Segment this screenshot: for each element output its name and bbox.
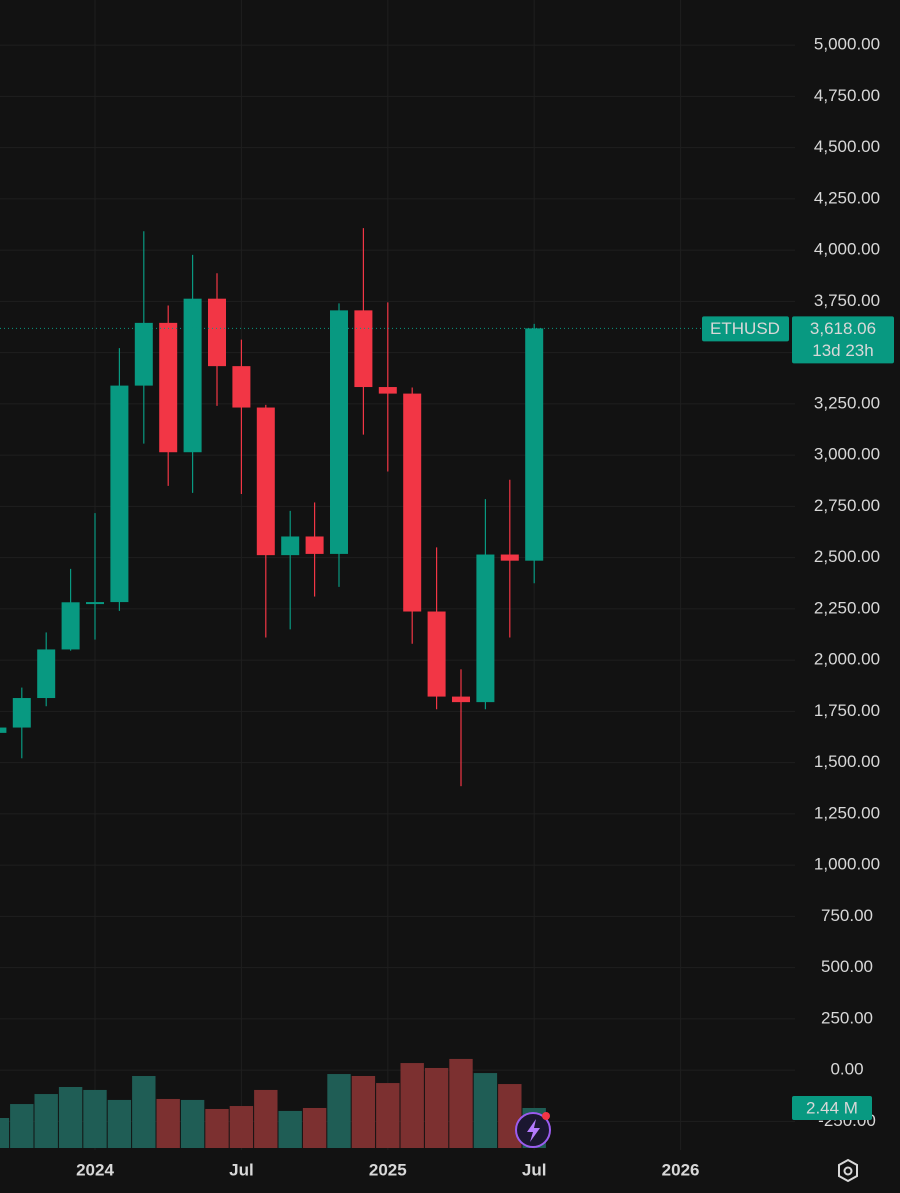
volume-bar [34,1094,58,1148]
y-tick-label: 2,500.00 [814,547,880,566]
candle-body [354,310,373,388]
candle-body [452,696,470,703]
x-tick-label: 2025 [369,1160,407,1179]
volume-bar [0,1117,10,1148]
y-tick-label: 750.00 [821,906,873,925]
volume-bar [205,1108,229,1148]
volume-bar [278,1110,302,1148]
volume-value-label: 2.44 M [806,1098,858,1117]
volume-badge [792,1095,872,1120]
x-tick-label: 2026 [662,1160,700,1179]
price-labels: ETHUSD 3,618.06 13d 23h 2.44 M [0,316,894,1120]
y-tick-label: 2,000.00 [814,650,880,669]
x-tick-label: Jul [229,1160,254,1179]
volume-bar [449,1058,473,1148]
candle-body [403,393,422,612]
candle-body [183,298,202,453]
y-tick-label: 4,500.00 [814,137,880,156]
grid [0,0,795,1150]
y-tick-label: 4,000.00 [814,240,880,259]
volume-bar [180,1099,205,1148]
volume-pane [0,1058,546,1148]
candle-body [525,328,544,561]
volume-bar [229,1106,254,1148]
candle-body [134,322,153,386]
volume-bar [254,1089,278,1148]
candle-body [330,310,348,554]
candle-body [500,554,519,561]
y-tick-label: 4,750.00 [814,86,880,105]
candles [0,228,544,787]
candle-body [0,727,7,733]
symbol-badge [702,316,789,342]
last-price-label: 3,618.06 [810,319,876,338]
x-tick-label: 2024 [76,1160,114,1179]
candle-body [427,611,446,697]
volume-bar [83,1089,107,1148]
volume-bar [424,1067,449,1148]
candle-body [208,298,226,367]
symbol-label: ETHUSD [710,319,780,338]
y-tick-label: 3,750.00 [814,291,880,310]
candle-body [86,602,104,605]
y-tick-label: 2,750.00 [814,496,880,515]
volume-bar [473,1073,498,1148]
y-tick-label: 2,250.00 [814,598,880,617]
candle-body [110,385,129,603]
y-tick-label: 3,000.00 [814,445,880,464]
volume-bar [156,1098,180,1148]
volume-bar [132,1076,156,1148]
candle-body [476,554,495,703]
volume-bar [376,1083,400,1148]
volume-bar [302,1107,327,1148]
y-tick-label: 1,750.00 [814,701,880,720]
y-tick-label: 250.00 [821,1008,873,1027]
y-tick-label: 500.00 [821,957,873,976]
y-tick-label: 1,500.00 [814,752,880,771]
volume-bar [58,1086,83,1148]
price-badge [792,316,894,364]
assistant-icon[interactable] [515,1112,551,1148]
candle-body [232,366,251,408]
volume-bar [107,1099,132,1148]
countdown-label: 13d 23h [812,341,873,360]
candle-body [12,698,31,728]
candle-body [159,322,178,453]
volume-bar [400,1063,424,1148]
y-tick-label: 3,250.00 [814,393,880,412]
y-tick-label: 1,250.00 [814,803,880,822]
y-tick-label: 5,000.00 [814,35,880,54]
candle-body [281,536,300,556]
candle-body [256,407,275,556]
volume-bar [327,1074,351,1148]
candle-body [37,649,56,699]
candle-body [305,536,324,554]
volume-bar [10,1104,34,1148]
y-tick-label: 4,250.00 [814,188,880,207]
x-tick-label: Jul [522,1160,547,1179]
y-tick-label: 1,000.00 [814,855,880,874]
volume-bar [351,1076,376,1148]
y-tick-label: 0.00 [830,1060,863,1079]
settings-icon[interactable] [838,1158,858,1183]
candle-body [61,602,80,650]
candle-body [378,387,397,394]
